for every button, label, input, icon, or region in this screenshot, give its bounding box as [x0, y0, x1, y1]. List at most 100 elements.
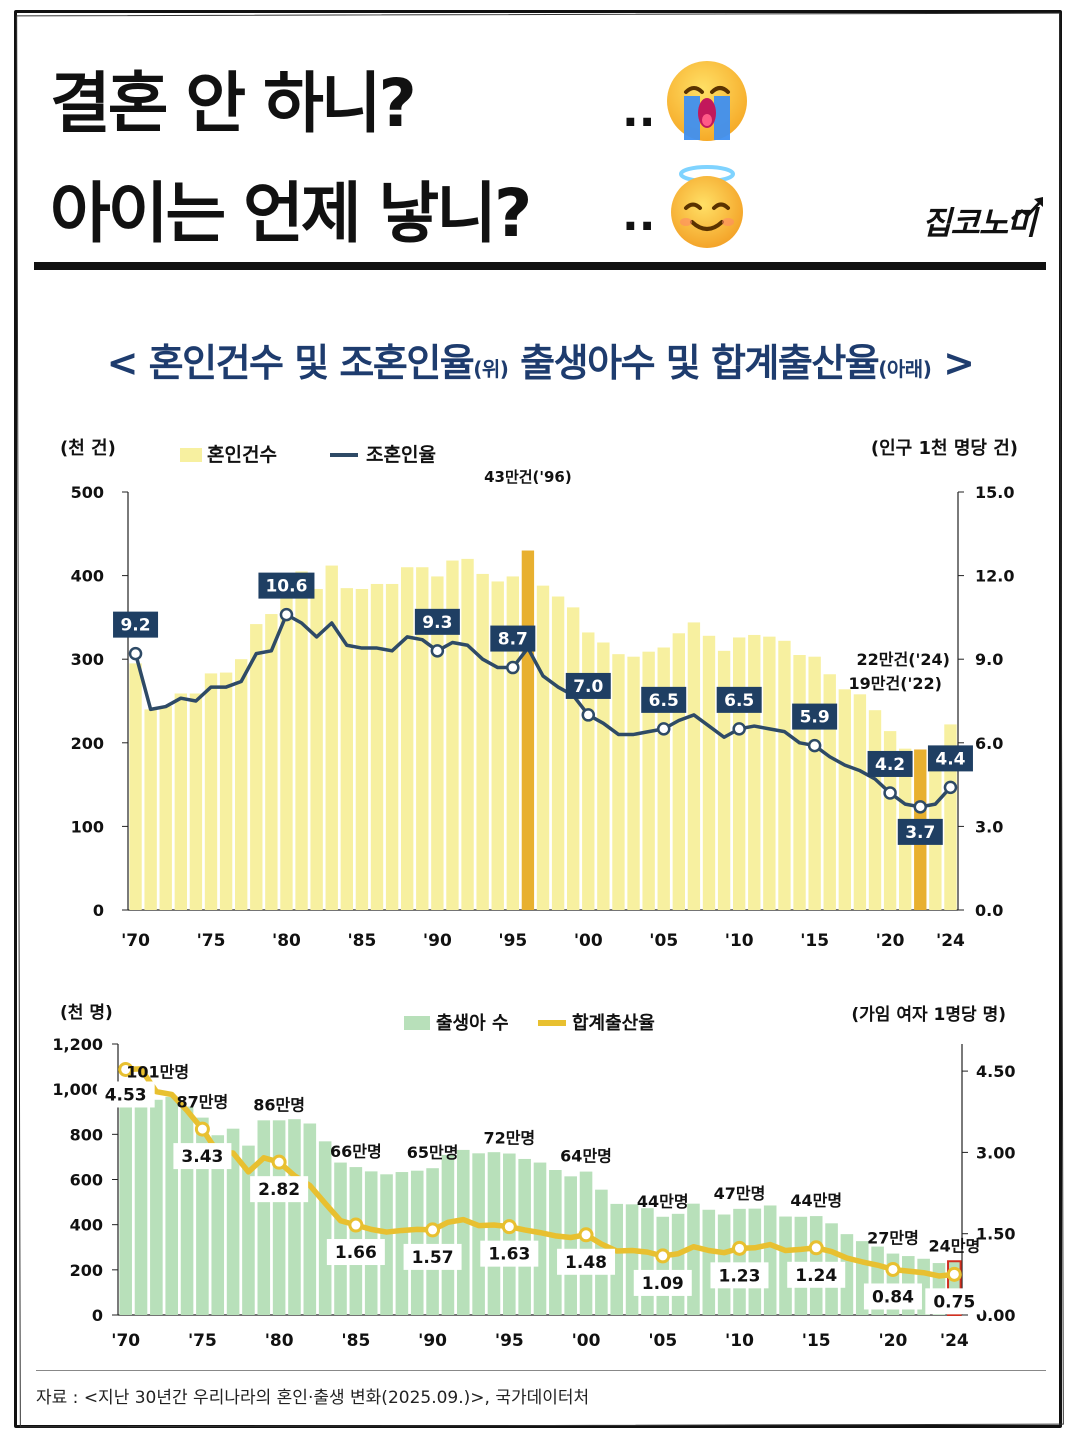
x-tick-label: '00 [572, 1331, 601, 1351]
crying-face-icon [667, 61, 747, 141]
marriage-bar [597, 642, 610, 910]
tfr-label: 1.57 [412, 1248, 454, 1268]
marriage-bar [868, 710, 882, 910]
rate-marker [943, 780, 958, 795]
subtitle-part-1: 혼인건수 및 조혼인율 [148, 341, 475, 385]
tfr-marker [118, 1061, 134, 1077]
right-tick-label: 3.00 [976, 1143, 1015, 1162]
marriage-bar [853, 694, 867, 910]
tfr-label-box [96, 1081, 155, 1108]
births-bar [456, 1149, 470, 1315]
rate-label: 6.5 [724, 691, 754, 711]
headline-line-2: 아이는 언제 낳니? [50, 175, 532, 252]
tfr-label: 4.53 [105, 1085, 147, 1105]
legend-bar-label: 출생아 수 [436, 1013, 509, 1034]
birth-count-label: 24만명 [928, 1236, 980, 1255]
marriage-bar [325, 565, 338, 910]
rate-label-box [716, 686, 762, 713]
x-tick-label: '10 [725, 931, 754, 951]
birth-count-label: 66만명 [330, 1142, 382, 1161]
x-tick-label: '70 [121, 931, 150, 951]
rate-label: 4.4 [935, 749, 965, 769]
marriage-bar [189, 693, 203, 910]
births-bar [702, 1209, 716, 1315]
left-tick-label: 200 [70, 1261, 103, 1280]
right-tick-label: 0.00 [976, 1306, 1015, 1325]
tfr-label-box [787, 1261, 846, 1288]
headline-dots-1: .. [622, 86, 656, 137]
rate-marker [430, 644, 445, 658]
x-tick-label: '90 [423, 931, 452, 951]
smiling-face-with-halo-icon [671, 165, 743, 248]
marriage-bar [732, 637, 746, 910]
rate-label-box [867, 750, 913, 777]
tfr-label-box [403, 1243, 462, 1270]
rate-label-box [897, 818, 943, 845]
left-unit-label: (천 명) [60, 1003, 113, 1023]
marriage-bar [838, 689, 852, 910]
tfr-marker [808, 1240, 824, 1256]
x-tick-label: '05 [648, 1331, 677, 1351]
right-tick-label: 3.0 [975, 817, 1003, 836]
births-bar [687, 1203, 700, 1315]
marriage-bar [416, 567, 429, 910]
birth-count-label: 64만명 [560, 1147, 612, 1166]
x-tick-label: '00 [574, 931, 603, 951]
tfr-label-box [173, 1143, 232, 1170]
tfr-label: 1.09 [642, 1274, 684, 1294]
right-tick-label: 0.0 [975, 901, 1003, 920]
rate-label-box [641, 686, 687, 713]
x-tick-label: '24 [940, 1331, 969, 1351]
left-tick-label: 1,000 [52, 1080, 103, 1099]
rate-label: 9.2 [120, 616, 150, 636]
tfr-label: 3.43 [181, 1147, 223, 1167]
births-bar [518, 1158, 531, 1315]
births-bar [119, 1087, 132, 1315]
marriage-bar [234, 659, 248, 910]
marriage-chart: 0 100 200 300 400 500 0.0 3.0 6.0 9.0 12.0 15.0 (천 건… [60, 438, 1018, 951]
header-divider [34, 262, 1046, 270]
right-tick-label: 6.0 [975, 734, 1003, 753]
right-tick-label: 12.0 [975, 567, 1014, 586]
tfr-marker [655, 1248, 671, 1264]
rate-marker [732, 722, 746, 736]
births-bar [641, 1208, 654, 1315]
x-tick-label: '20 [876, 931, 905, 951]
annotation-1996: 43만건('96) [484, 468, 572, 486]
subtitle-part-1-note: (위) [473, 357, 509, 381]
rate-label: 5.9 [800, 708, 830, 728]
tfr-marker [946, 1266, 962, 1282]
legend-line-label: 조혼인율 [366, 443, 436, 466]
tfr-label: 1.23 [719, 1266, 761, 1286]
x-tick-label: '10 [725, 1331, 754, 1351]
right-tick-label: 4.50 [976, 1062, 1015, 1081]
births-bar [288, 1119, 301, 1315]
marriage-bar [295, 571, 308, 910]
marriage-bar [627, 656, 640, 910]
birth-count-label: 27만명 [867, 1229, 919, 1248]
marriage-bar [521, 550, 535, 910]
births-bar [472, 1153, 485, 1315]
left-tick-label: 0 [92, 1306, 103, 1325]
tfr-label: 2.82 [258, 1180, 300, 1200]
birth-count-label: 72만명 [483, 1129, 535, 1148]
births-bar [549, 1170, 562, 1315]
rate-label: 3.7 [905, 823, 935, 843]
tfr-label-box [250, 1176, 309, 1203]
rate-marker [581, 708, 596, 722]
marriage-bar [265, 614, 278, 910]
left-tick-label: 1,200 [52, 1035, 103, 1054]
marriage-bar [763, 636, 776, 910]
marriage-bar [385, 583, 399, 910]
marriage-bar [219, 672, 233, 910]
births-bar [579, 1171, 593, 1315]
tfr-label-box [480, 1240, 539, 1267]
x-tick-label: '90 [418, 1331, 447, 1351]
rate-marker [807, 738, 822, 753]
births-bar [487, 1152, 501, 1315]
rate-label-box [792, 703, 838, 730]
marriage-bar [250, 624, 263, 910]
births-bar [150, 1099, 163, 1315]
birth-count-label: 44만명 [790, 1191, 842, 1210]
section-subtitle: < 혼인건수 및 조혼인율(위) 출생아수 및 합계출산율(아래) > [16, 332, 1064, 387]
